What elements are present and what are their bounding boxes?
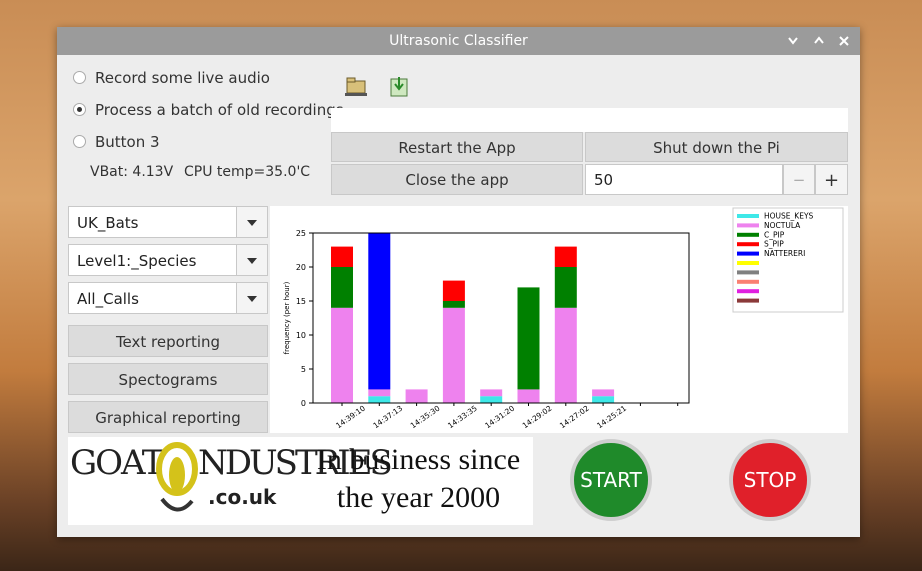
radio-label: Process a batch of old recordings: [95, 101, 344, 119]
maximize[interactable]: [814, 36, 824, 44]
minimize[interactable]: [788, 37, 798, 45]
dropdown[interactable]: All_Calls: [68, 282, 268, 314]
legend-swatch: [737, 298, 759, 303]
bar-segment: [554, 246, 577, 267]
dropdown-value: Level1:_Species: [77, 252, 197, 270]
dropdown-value: UK_Bats: [77, 214, 139, 232]
restart-button[interactable]: Restart the App: [331, 132, 583, 162]
dropdown[interactable]: Level1:_Species: [68, 244, 268, 276]
y-tick-label: 10: [296, 331, 306, 340]
x-tick-label: 14:25:21: [595, 403, 628, 430]
bar-segment: [480, 389, 503, 397]
app-window: Ultrasonic Classifier Record some live a…: [57, 27, 860, 537]
legend-swatch: [737, 270, 759, 275]
close-button[interactable]: Close the app: [331, 164, 583, 195]
text-reporting-button[interactable]: Text reporting: [68, 325, 268, 357]
spin-plus[interactable]: +: [815, 164, 848, 195]
x-tick-label: 14:39:10: [334, 403, 367, 430]
legend-swatch: [737, 214, 759, 218]
battery-status: VBat: 4.13V: [90, 164, 174, 180]
logo-domain: .co.uk: [208, 485, 277, 509]
bar-segment: [554, 267, 577, 308]
spinbox[interactable]: 50: [585, 164, 783, 195]
radio-option[interactable]: Record some live audio: [73, 67, 270, 89]
legend-swatch: [737, 232, 759, 237]
logo-text: GOAT: [70, 443, 164, 483]
legend-swatch: [737, 289, 759, 294]
x-tick-label: 14:33:35: [446, 403, 479, 430]
bar-segment: [592, 389, 615, 397]
legend-label: S_PIP: [764, 240, 784, 249]
legend-label: NATTERERI: [764, 249, 805, 258]
y-tick-label: 15: [296, 297, 306, 306]
radio-option[interactable]: Button 3: [73, 131, 160, 153]
legend-label: C_PIP: [764, 230, 785, 239]
x-tick-label: 14:27:02: [558, 403, 591, 430]
slogan: In business since: [316, 443, 521, 476]
bar-segment: [331, 246, 353, 267]
logo-text: NDUSTRIES: [198, 443, 393, 483]
y-tick-label: 20: [296, 263, 306, 272]
bar-segment: [442, 301, 465, 308]
plot-frame: [312, 232, 690, 404]
bar-segment: [592, 396, 615, 403]
y-tick-label: 25: [296, 229, 306, 238]
stop-button[interactable]: STOP: [729, 439, 811, 521]
banner: GOAT NDUSTRIES .co.uk In business since …: [68, 437, 533, 525]
dropdown[interactable]: UK_Bats: [68, 206, 268, 238]
bar-segment: [368, 389, 391, 397]
bar-segment: [517, 389, 540, 403]
window-title: Ultrasonic Classifier: [389, 33, 528, 49]
y-axis-label: frequency (per hour): [283, 281, 291, 354]
spectograms-button[interactable]: Spectograms: [68, 363, 268, 395]
bar-segment: [442, 307, 465, 403]
toolbar-icons[interactable]: [345, 75, 415, 99]
x-tick-label: 14:37:13: [371, 403, 404, 430]
bar-segment: [517, 287, 540, 390]
bar-segment: [368, 396, 391, 403]
y-tick-label: 5: [301, 365, 306, 374]
legend-swatch: [737, 279, 759, 284]
bar-segment: [442, 280, 465, 301]
radio-label: Button 3: [95, 133, 160, 151]
window-controls[interactable]: [787, 35, 853, 47]
bar-segment: [331, 267, 353, 308]
bar-segment: [331, 307, 353, 403]
legend-swatch: [737, 242, 759, 247]
radio-label: Record some live audio: [95, 69, 270, 87]
goat-logo: [156, 442, 198, 512]
y-tick-label: 0: [301, 399, 306, 408]
legend-swatch: [737, 223, 759, 228]
open-folder-icon[interactable]: [345, 77, 367, 96]
graphical-reporting-button[interactable]: Graphical reporting: [68, 401, 268, 433]
legend-label: NOCTULA: [764, 221, 801, 230]
slogan: the year 2000: [336, 481, 501, 514]
legend-swatch: [737, 261, 759, 265]
radio-option[interactable]: Process a batch of old recordings: [73, 99, 344, 121]
bars: [331, 233, 615, 403]
bar-segment: [368, 233, 391, 390]
spin-minus[interactable]: −: [783, 164, 815, 195]
dropdown-value: All_Calls: [77, 290, 139, 308]
cpu-status: CPU temp=35.0'C: [184, 164, 311, 180]
bar-segment: [405, 389, 428, 403]
x-tick-label: 14:29:02: [521, 403, 554, 430]
info-bar: [331, 108, 848, 132]
x-tick-label: 14:35:30: [409, 403, 442, 430]
x-tick-label: 14:31:20: [483, 403, 516, 430]
legend-swatch: [737, 251, 759, 256]
start-button[interactable]: START: [570, 439, 652, 521]
title-bar: Ultrasonic Classifier: [57, 27, 860, 55]
close[interactable]: [839, 36, 849, 46]
bar-segment: [554, 307, 577, 403]
legend-label: HOUSE_KEYS: [764, 212, 814, 221]
bar-segment: [480, 396, 503, 403]
shutdown-button[interactable]: Shut down the Pi: [585, 132, 848, 162]
save-icon[interactable]: [390, 77, 408, 97]
